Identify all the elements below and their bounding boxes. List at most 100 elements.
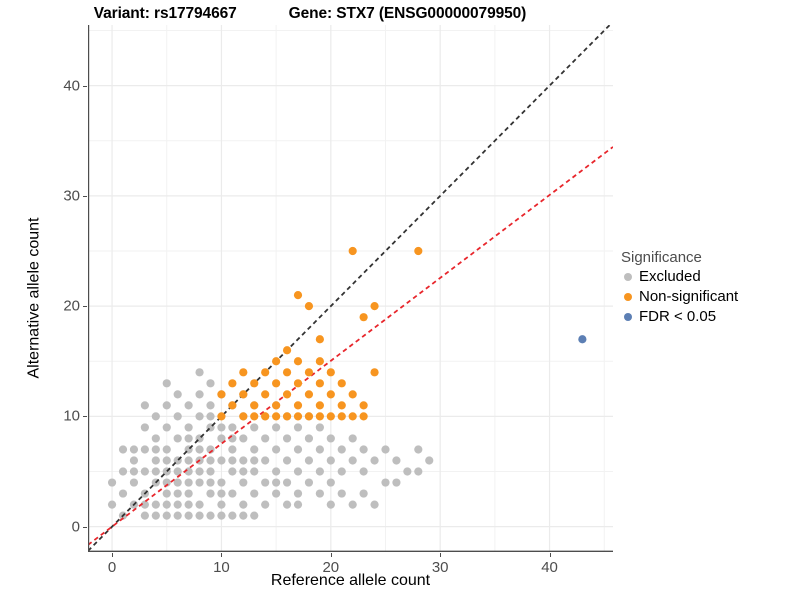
data-point <box>228 511 237 520</box>
data-point <box>337 401 346 410</box>
data-point <box>129 467 139 476</box>
data-point <box>370 456 379 465</box>
data-point <box>282 368 292 377</box>
data-point <box>315 423 324 432</box>
data-point <box>140 467 149 476</box>
data-point <box>250 511 259 520</box>
data-point <box>118 467 128 476</box>
data-point <box>304 412 314 421</box>
data-point <box>173 478 182 487</box>
data-point <box>173 412 182 421</box>
data-point <box>282 434 292 443</box>
data-point <box>118 445 128 454</box>
figure-title-row: Variant: rs17794667 Gene: STX7 (ENSG0000… <box>0 3 620 25</box>
data-point <box>337 489 346 498</box>
data-point <box>304 456 314 465</box>
x-tick-label: 40 <box>541 559 558 576</box>
fdr-significant-dot <box>621 311 634 324</box>
data-point <box>293 445 303 454</box>
data-point <box>348 412 357 421</box>
data-point <box>151 434 160 443</box>
data-point <box>184 401 193 410</box>
data-point <box>173 390 182 399</box>
data-point <box>272 445 281 454</box>
legend-item-label: FDR < 0.05 <box>639 308 717 325</box>
data-point <box>348 246 357 256</box>
y-tick-mark <box>83 526 87 528</box>
data-point <box>326 412 335 421</box>
reference-lines <box>88 25 613 552</box>
data-point <box>337 467 346 476</box>
data-point <box>326 434 335 443</box>
y-tick-label: 30 <box>63 187 80 205</box>
legend-item[interactable]: Excluded <box>621 267 797 287</box>
data-point <box>250 467 259 476</box>
data-point <box>337 379 346 388</box>
data-point <box>206 379 215 388</box>
data-point <box>228 445 237 454</box>
data-point <box>293 412 303 421</box>
data-point <box>293 500 303 509</box>
data-point <box>272 467 281 476</box>
data-point <box>162 379 171 388</box>
data-point <box>228 467 237 476</box>
data-point <box>239 511 248 520</box>
data-point <box>359 489 368 498</box>
data-point <box>173 489 182 498</box>
data-point <box>304 302 314 311</box>
x-tick-mark <box>221 553 223 557</box>
data-point <box>272 423 281 432</box>
data-point <box>140 445 149 454</box>
x-tick-mark <box>440 553 442 557</box>
legend-items: Excluded Non-significant FDR < 0.05 <box>621 267 797 327</box>
data-point <box>392 456 401 465</box>
data-point <box>282 456 292 465</box>
data-point <box>151 445 160 454</box>
series-non-significant <box>217 246 423 421</box>
data-point <box>272 489 281 498</box>
data-point <box>140 423 149 432</box>
data-point <box>370 500 379 509</box>
data-point <box>392 478 401 487</box>
data-point <box>578 335 587 344</box>
data-point <box>184 489 193 498</box>
data-point <box>239 456 248 465</box>
data-point <box>206 412 215 421</box>
data-point <box>184 434 193 443</box>
series-excluded <box>107 368 434 520</box>
data-point <box>293 379 303 388</box>
data-point <box>195 412 204 421</box>
data-point <box>272 357 281 366</box>
data-point <box>217 511 226 520</box>
data-point <box>217 390 226 399</box>
x-tick-label: 20 <box>322 559 340 576</box>
expected-ratio-line <box>88 146 613 546</box>
data-point <box>239 368 248 377</box>
data-point <box>239 467 248 476</box>
data-point <box>414 445 423 454</box>
data-point <box>370 302 379 311</box>
data-point <box>250 379 259 388</box>
legend-item[interactable]: Non-significant <box>621 287 797 307</box>
data-point <box>129 478 139 487</box>
data-point <box>173 500 182 509</box>
data-point <box>140 500 149 509</box>
y-tick-label: 10 <box>63 407 80 425</box>
data-point <box>206 478 215 487</box>
data-point <box>250 423 259 432</box>
data-point <box>107 500 117 509</box>
data-point <box>261 368 270 377</box>
data-point <box>261 500 270 509</box>
y-tick-mark <box>83 195 87 197</box>
data-point <box>272 401 281 410</box>
data-point <box>261 456 270 465</box>
variant-title: Variant: rs17794667 <box>93 5 237 22</box>
y-tick-mark <box>83 85 87 87</box>
data-point <box>359 445 368 454</box>
series-fdr-significant <box>578 335 587 344</box>
legend-item[interactable]: FDR < 0.05 <box>621 307 797 327</box>
non-significant-dot <box>621 291 634 304</box>
data-point <box>184 511 193 520</box>
data-point <box>184 423 193 432</box>
